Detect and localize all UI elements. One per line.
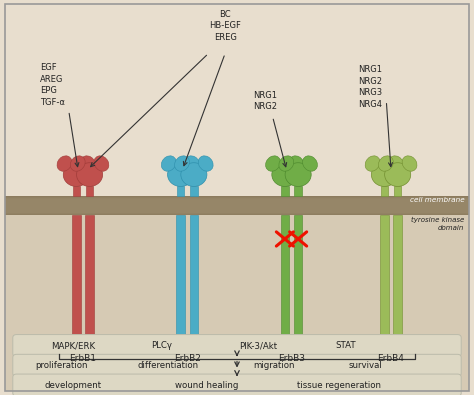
Text: ErbB2: ErbB2 — [174, 354, 201, 363]
Ellipse shape — [279, 156, 294, 171]
Ellipse shape — [82, 342, 97, 354]
Ellipse shape — [377, 342, 392, 354]
Ellipse shape — [402, 156, 417, 171]
Ellipse shape — [63, 163, 89, 186]
Bar — [380, 215, 389, 344]
Ellipse shape — [186, 342, 201, 354]
Ellipse shape — [277, 342, 292, 354]
Text: STAT: STAT — [336, 341, 356, 350]
Bar — [381, 186, 388, 196]
Ellipse shape — [289, 156, 304, 171]
Bar — [190, 186, 198, 196]
Ellipse shape — [365, 156, 380, 171]
Text: proliferation: proliferation — [36, 361, 88, 370]
Ellipse shape — [81, 156, 96, 171]
Text: survival: survival — [348, 361, 382, 370]
Ellipse shape — [285, 163, 311, 186]
Ellipse shape — [265, 156, 281, 171]
Ellipse shape — [76, 163, 102, 186]
Ellipse shape — [69, 342, 84, 354]
Bar — [281, 186, 289, 196]
Ellipse shape — [272, 163, 298, 186]
Bar — [177, 186, 184, 196]
Ellipse shape — [70, 156, 85, 171]
Bar — [5, 196, 469, 215]
Ellipse shape — [181, 163, 207, 186]
Bar — [176, 215, 185, 344]
Text: wound healing: wound healing — [174, 381, 238, 389]
FancyBboxPatch shape — [13, 354, 461, 376]
Bar — [85, 215, 94, 344]
Text: migration: migration — [253, 361, 295, 370]
Bar — [281, 215, 289, 344]
FancyBboxPatch shape — [13, 335, 461, 357]
Text: tissue regeneration: tissue regeneration — [297, 381, 381, 389]
Ellipse shape — [185, 156, 200, 171]
Text: ErbB1: ErbB1 — [70, 354, 96, 363]
Ellipse shape — [94, 156, 109, 171]
Bar — [394, 186, 401, 196]
Ellipse shape — [371, 163, 397, 186]
Ellipse shape — [291, 342, 306, 354]
Ellipse shape — [378, 156, 393, 171]
Ellipse shape — [161, 156, 176, 171]
Text: BC
HB-EGF
EREG: BC HB-EGF EREG — [209, 10, 241, 42]
Bar — [72, 215, 81, 344]
Text: ErbB3: ErbB3 — [278, 354, 305, 363]
Bar — [190, 215, 198, 344]
Bar — [294, 186, 302, 196]
Text: PLCγ: PLCγ — [151, 341, 172, 350]
FancyBboxPatch shape — [13, 374, 461, 395]
Ellipse shape — [168, 163, 193, 186]
Text: MAPK/ERK: MAPK/ERK — [51, 341, 96, 350]
Text: ErbB4: ErbB4 — [378, 354, 404, 363]
Text: differentiation: differentiation — [138, 361, 199, 370]
Text: cell membrane: cell membrane — [410, 198, 465, 203]
Text: NRG1
NRG2
NRG3
NRG4: NRG1 NRG2 NRG3 NRG4 — [358, 65, 382, 109]
Ellipse shape — [57, 156, 72, 171]
Text: development: development — [45, 381, 102, 389]
Ellipse shape — [384, 163, 410, 186]
Ellipse shape — [174, 156, 190, 171]
Text: tyrosine kinase
domain: tyrosine kinase domain — [411, 217, 465, 231]
Bar — [5, 206, 469, 391]
Ellipse shape — [302, 156, 318, 171]
Ellipse shape — [390, 342, 405, 354]
Text: PIK-3/Akt: PIK-3/Akt — [239, 341, 277, 350]
Text: NRG1
NRG2: NRG1 NRG2 — [254, 91, 278, 111]
Ellipse shape — [389, 156, 404, 171]
Bar — [393, 215, 402, 344]
Ellipse shape — [198, 156, 213, 171]
Bar — [294, 215, 302, 344]
Text: EGF
AREG
EPG
TGF-α: EGF AREG EPG TGF-α — [40, 63, 65, 107]
Ellipse shape — [173, 342, 188, 354]
Bar — [86, 186, 93, 196]
Bar — [73, 186, 80, 196]
